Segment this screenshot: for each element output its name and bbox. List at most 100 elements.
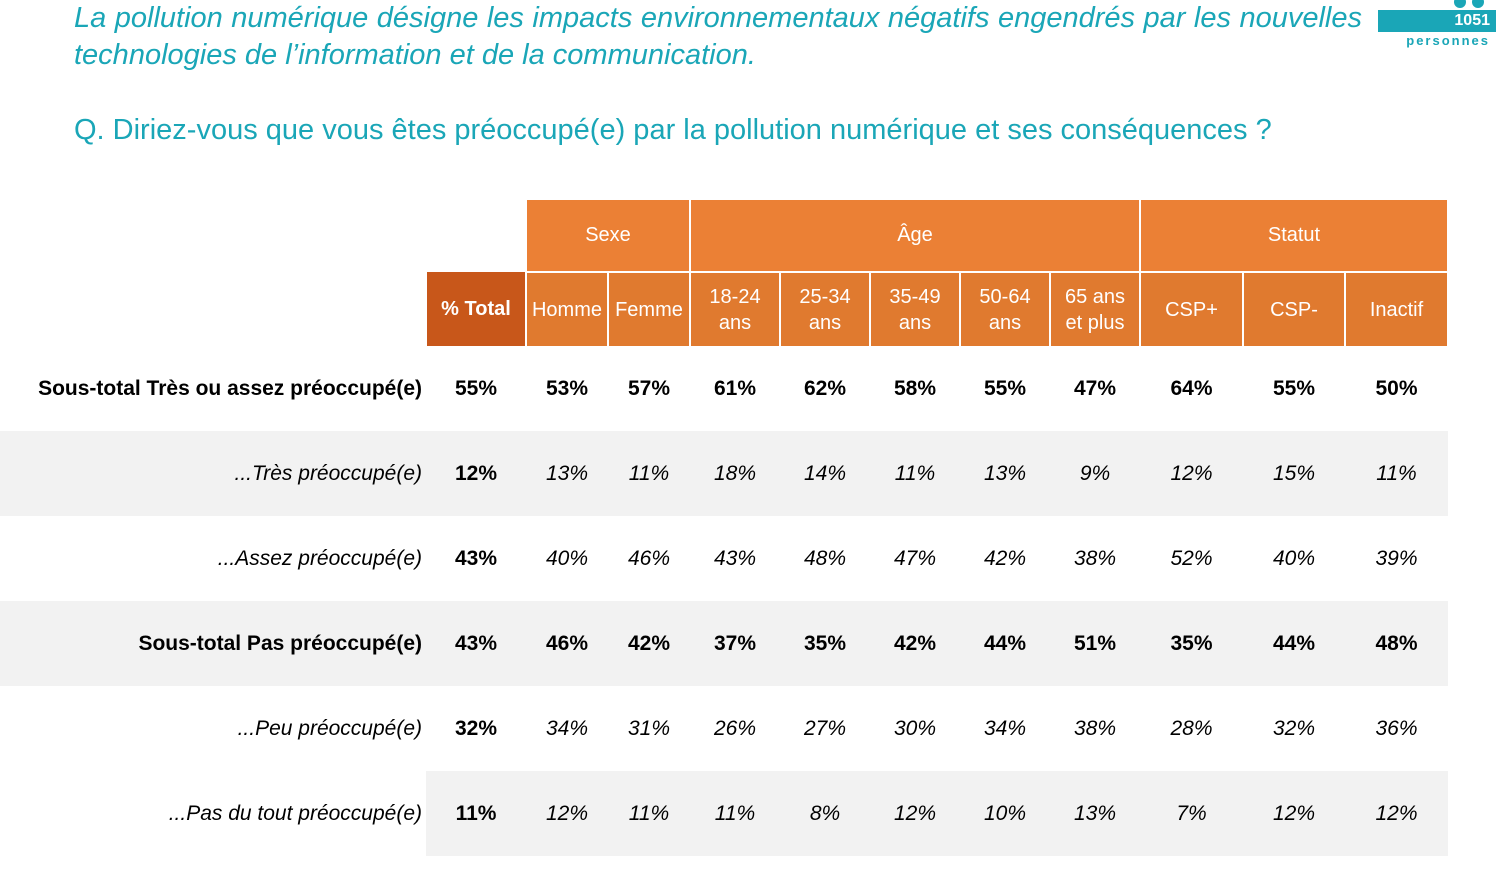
value-cell: 9% — [1050, 431, 1140, 516]
value-cell: 53% — [545, 376, 589, 400]
value-cell: 12% — [870, 771, 960, 856]
value-cell: 50% — [1375, 376, 1418, 400]
col-header-25-34-line1: 25-34 — [799, 285, 851, 308]
value-cell: 32% — [454, 716, 498, 740]
col-header-35-49-line1: 35-49 — [889, 285, 941, 308]
value-cell: 12% — [426, 431, 526, 516]
value-cell: 10% — [960, 771, 1050, 856]
value-cell: 64% — [1170, 376, 1213, 400]
value-cell: 40% — [1272, 546, 1316, 570]
value-cell: 7% — [1140, 771, 1243, 856]
value-cell: 48% — [1345, 601, 1448, 686]
value-cell: 12% — [1243, 771, 1345, 856]
value-cell: 13% — [526, 431, 608, 516]
header-label-spacer — [0, 272, 426, 346]
column-header-row: % Total Homme Femme 18-24 ans 25-34 ans 35… — [0, 272, 1449, 346]
value-cell: 44% — [960, 601, 1050, 686]
sample-size-badge: 1051 personnes — [1378, 0, 1496, 54]
table-row: ...Assez préoccupé(e) 43% 40% 46% 43% 48… — [0, 516, 1448, 601]
col-header-inactif: Inactif — [1344, 272, 1449, 346]
value-cell: 48% — [803, 546, 847, 570]
value-cell: 35% — [780, 601, 870, 686]
value-cell: 11% — [690, 771, 780, 856]
col-header-50-64-line2: ans — [988, 311, 1022, 334]
col-header-65-plus-line2: et plus — [1065, 311, 1125, 334]
value-cell: 12% — [1140, 431, 1243, 516]
value-cell: 55% — [454, 376, 498, 400]
value-cell: 32% — [1272, 716, 1316, 740]
row-label: ...Peu préoccupé(e) — [0, 686, 426, 771]
value-cell: 43% — [426, 601, 526, 686]
value-cell: 28% — [1170, 716, 1213, 740]
row-label: ...Très préoccupé(e) — [0, 431, 426, 516]
header-spacer — [0, 200, 526, 272]
table-row: Sous-total Pas préoccupé(e) 43% 46% 42% … — [0, 601, 1448, 686]
table-row: ...Pas du tout préoccupé(e) 11% 12% 11% … — [0, 771, 1448, 856]
value-cell: 34% — [545, 716, 589, 740]
value-cell: 12% — [1345, 771, 1448, 856]
value-cell: 30% — [893, 716, 937, 740]
col-header-50-64: 50-64 ans — [959, 272, 1051, 346]
col-header-18-24: 18-24 ans — [689, 272, 781, 346]
value-cell: 46% — [627, 546, 671, 570]
row-label: ...Pas du tout préoccupé(e) — [0, 771, 426, 856]
results-table: Sexe Âge Statut % Total Homme Femme 18-2… — [0, 200, 1449, 856]
col-header-25-34-line2: ans — [808, 311, 842, 334]
value-cell: 61% — [713, 376, 757, 400]
sample-size-bar — [1378, 10, 1496, 32]
value-cell: 42% — [983, 546, 1027, 570]
value-cell: 44% — [1243, 601, 1345, 686]
col-header-35-49-line2: ans — [898, 311, 932, 334]
value-cell: 55% — [1272, 376, 1316, 400]
value-cell: 43% — [713, 546, 757, 570]
table-row: ...Peu préoccupé(e) 32% 34% 31% 26% 27% … — [0, 686, 1448, 771]
value-cell: 13% — [1050, 771, 1140, 856]
value-cell: 27% — [803, 716, 847, 740]
col-header-femme: Femme — [607, 272, 691, 346]
value-cell: 36% — [1375, 716, 1418, 740]
value-cell: 52% — [1170, 546, 1213, 570]
value-cell: 18% — [690, 431, 780, 516]
value-cell: 43% — [454, 546, 498, 570]
group-header-age: Âge — [689, 200, 1141, 273]
value-cell: 62% — [803, 376, 847, 400]
value-cell: 11% — [426, 771, 526, 856]
table-row: ...Très préoccupé(e) 12% 13% 11% 18% 14%… — [0, 431, 1448, 516]
value-cell: 42% — [608, 601, 690, 686]
row-label: Sous-total Très ou assez préoccupé(e) — [0, 346, 426, 431]
value-cell: 46% — [526, 601, 608, 686]
value-cell: 31% — [627, 716, 671, 740]
group-header-row: Sexe Âge Statut — [0, 200, 1449, 273]
row-label: Sous-total Pas préoccupé(e) — [0, 601, 426, 686]
value-cell: 14% — [780, 431, 870, 516]
value-cell: 13% — [960, 431, 1050, 516]
value-cell: 35% — [1140, 601, 1243, 686]
value-cell: 37% — [690, 601, 780, 686]
col-header-18-24-line2: ans — [718, 311, 752, 334]
value-cell: 39% — [1375, 546, 1418, 570]
col-header-csp-minus: CSP- — [1242, 272, 1346, 346]
value-cell: 11% — [1345, 431, 1448, 516]
col-header-18-24-line1: 18-24 — [709, 285, 761, 308]
sample-size-count: 1051 — [1454, 12, 1490, 29]
col-header-65-plus: 65 ans et plus — [1049, 272, 1141, 346]
value-cell: 11% — [608, 431, 690, 516]
value-cell: 8% — [780, 771, 870, 856]
value-cell: 47% — [893, 546, 937, 570]
value-cell: 51% — [1050, 601, 1140, 686]
col-header-total: % Total — [425, 272, 527, 346]
col-header-25-34: 25-34 ans — [779, 272, 871, 346]
col-header-homme: Homme — [525, 272, 609, 346]
value-cell: 42% — [870, 601, 960, 686]
value-cell: 57% — [627, 376, 671, 400]
value-cell: 40% — [545, 546, 589, 570]
value-cell: 58% — [893, 376, 937, 400]
value-cell: 47% — [1073, 376, 1117, 400]
col-header-65-plus-line1: 65 ans — [1064, 285, 1126, 308]
value-cell: 11% — [870, 431, 960, 516]
row-label: ...Assez préoccupé(e) — [0, 516, 426, 601]
value-cell: 12% — [526, 771, 608, 856]
value-cell: 38% — [1073, 546, 1117, 570]
value-cell: 15% — [1243, 431, 1345, 516]
value-cell: 34% — [983, 716, 1027, 740]
